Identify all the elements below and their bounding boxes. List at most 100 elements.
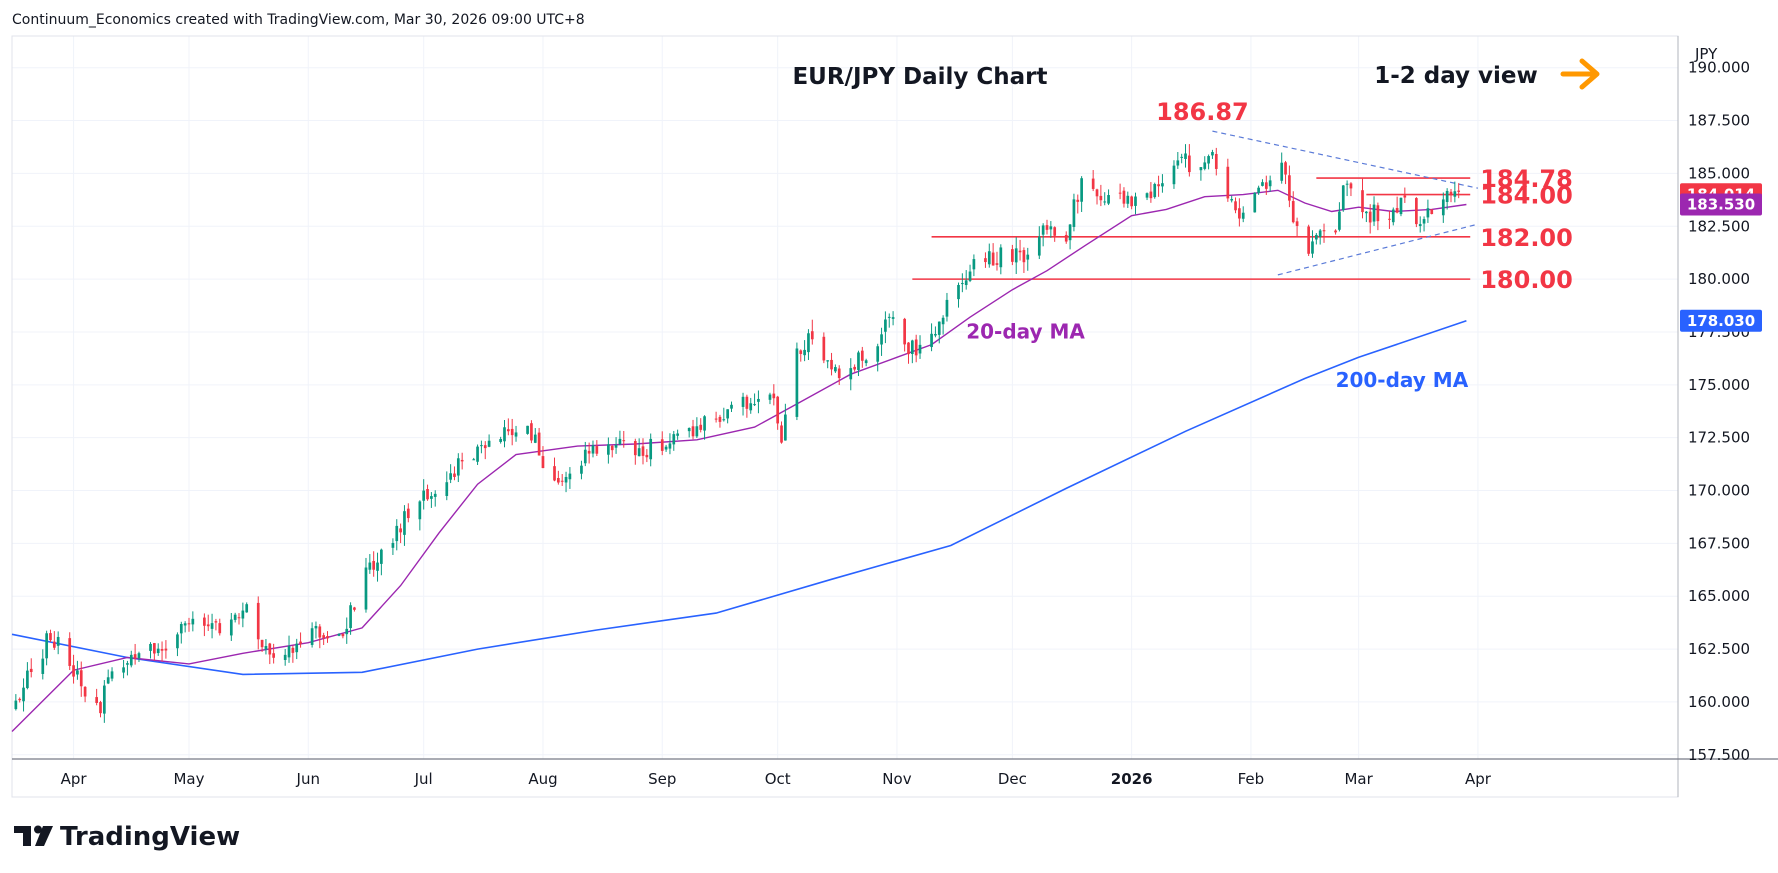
y-tick-label: 175.000 [1688, 376, 1750, 394]
candle-body [726, 409, 729, 419]
candle-body [1345, 183, 1349, 185]
candle-body [1399, 197, 1403, 215]
candle-body [1045, 225, 1049, 230]
candle-body [49, 633, 52, 641]
candle-body [526, 425, 529, 434]
candle-body [1280, 162, 1284, 181]
candle-body [1391, 209, 1395, 223]
candle-body [884, 319, 887, 332]
candle-body [1295, 221, 1299, 226]
candle-body [553, 466, 556, 481]
candle-body [772, 393, 776, 399]
candle-body [179, 624, 183, 634]
candle-body [533, 434, 537, 443]
candle-body [41, 658, 45, 674]
candle-body [1230, 199, 1234, 201]
x-tick-label: Mar [1344, 770, 1373, 788]
candle-body [1172, 165, 1176, 185]
candle-body [803, 349, 806, 356]
candle-body [622, 440, 626, 442]
x-tick-label: Jul [414, 770, 433, 788]
candle-body [110, 671, 114, 679]
candle-body [1049, 226, 1053, 230]
x-tick-label: May [173, 770, 204, 788]
candle-body [857, 352, 860, 370]
candle-body [722, 419, 726, 421]
candle-body [406, 508, 410, 519]
x-tick-label: Apr [1465, 770, 1492, 788]
candle-body [1214, 153, 1218, 169]
candle-body [1072, 199, 1076, 227]
candle-body [1149, 191, 1153, 199]
candle-body [587, 450, 591, 454]
candle-body [1118, 192, 1122, 194]
x-tick-label: Dec [998, 770, 1027, 788]
candle-body [1099, 195, 1103, 201]
candle-body [183, 623, 187, 626]
view-note: 1-2 day view [1374, 63, 1538, 89]
candle-body [1095, 189, 1099, 197]
x-tick-label: Jun [296, 770, 320, 788]
candle-body [614, 444, 618, 448]
y-tick-label: 172.500 [1688, 429, 1750, 447]
candle-body [1180, 156, 1184, 158]
candle-body [718, 416, 722, 422]
candle-body [849, 368, 853, 380]
candle-body [399, 528, 402, 533]
trendlines [1212, 130, 1479, 276]
candle-body [930, 333, 933, 348]
y-tick-label: 185.000 [1688, 164, 1750, 182]
candle-body [433, 493, 437, 497]
y-tick-label: 190.000 [1688, 59, 1750, 77]
candle-body [256, 602, 260, 640]
x-axis[interactable]: Apr May Jun Jul Aug Sep Oct Nov Dec 2026 Feb Mar Apr [61, 770, 1492, 788]
y-tick-label: 157.500 [1688, 746, 1750, 764]
candle-body [156, 648, 160, 654]
candle-body [610, 445, 614, 451]
candle-body [699, 424, 703, 430]
candle-body [376, 562, 379, 571]
candle-body [1426, 208, 1430, 218]
ma20-label: 20-day MA [966, 319, 1085, 343]
candle-body [1037, 236, 1041, 256]
candle-body [391, 542, 395, 548]
candle-body [1445, 190, 1449, 202]
candle-body [1449, 191, 1453, 196]
candle-body [72, 665, 75, 677]
candle-body [1376, 205, 1380, 222]
candle-body [1334, 230, 1337, 233]
candle-body [749, 403, 753, 411]
candle-body [1322, 230, 1326, 232]
candle-body [1041, 225, 1045, 235]
candle-body [264, 646, 268, 650]
candle-body [714, 418, 718, 420]
candle-body [999, 247, 1003, 268]
candle-body [937, 321, 941, 335]
candle-body [910, 340, 914, 354]
candle-body [918, 344, 922, 354]
candle-body [649, 438, 653, 460]
candle-body [149, 643, 152, 651]
candle-body [1091, 178, 1095, 189]
candle-body [1291, 201, 1295, 223]
y-axis[interactable]: 157.500 160.000 162.500 165.000 167.500 170.0… [1688, 59, 1750, 764]
candle-body [503, 427, 506, 442]
candle-body [1014, 248, 1018, 263]
candle-body [456, 458, 460, 476]
candle-body [964, 280, 968, 286]
x-tick-label: Apr [61, 770, 88, 788]
candle-body [368, 562, 372, 570]
y-tick-label: 162.500 [1688, 640, 1750, 658]
tradingview-logo[interactable]: TradingView [14, 822, 240, 852]
candle-body [1288, 175, 1291, 201]
ma200-label: 200-day MA [1336, 368, 1469, 392]
candle-body [1457, 190, 1461, 192]
candle-body [499, 439, 502, 442]
candle-body [945, 299, 949, 317]
candle-body [349, 605, 352, 629]
candle-body [245, 604, 249, 613]
candle-body [52, 641, 56, 648]
x-tick-label: Feb [1238, 770, 1265, 788]
candle-body [961, 283, 964, 285]
